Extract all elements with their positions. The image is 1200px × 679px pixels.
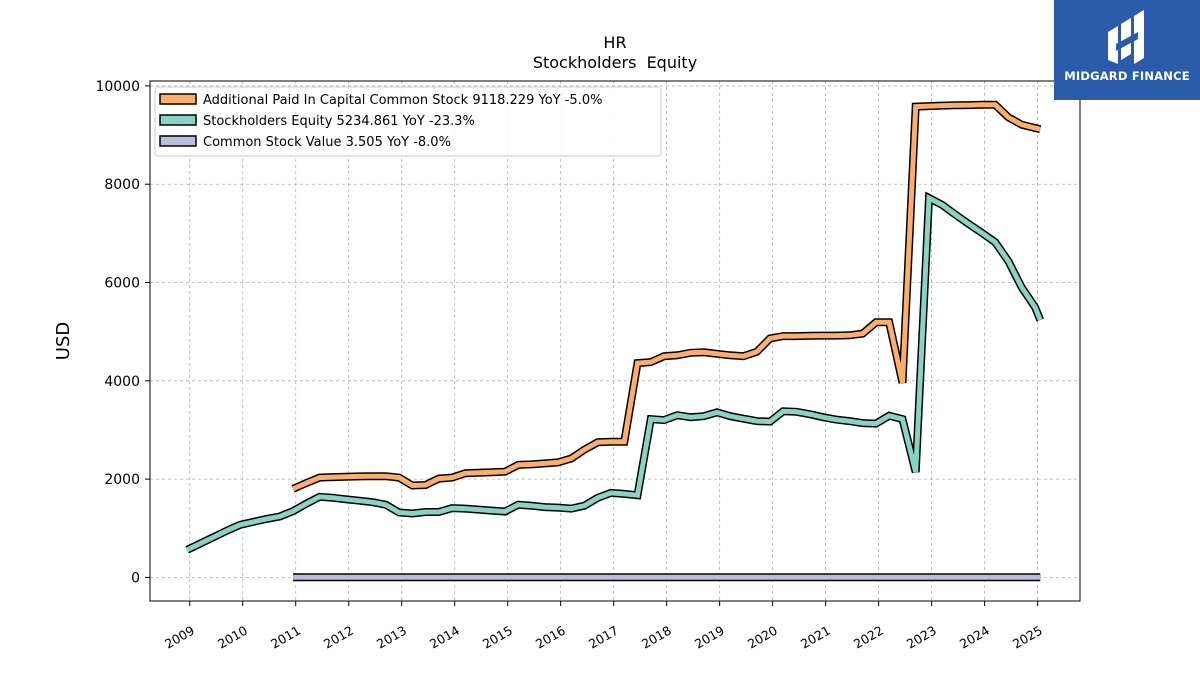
x-tick-label: 2021 — [798, 623, 833, 652]
x-tick-label: 2010 — [215, 623, 250, 652]
y-tick-label: 6000 — [104, 276, 140, 292]
plot-frame — [149, 80, 1081, 602]
series-line-1 — [186, 193, 1043, 553]
chart-title: HR — [603, 33, 626, 52]
y-axis-label: USD — [53, 322, 74, 360]
x-tick-label: 2009 — [162, 623, 197, 652]
y-tick-label: 4000 — [104, 374, 140, 390]
midgard-logo-icon — [1108, 10, 1144, 64]
x-tick-label: 2020 — [745, 623, 780, 652]
legend-frame — [154, 86, 662, 157]
y-tick-label: 0 — [131, 570, 140, 586]
legend-swatch — [159, 114, 197, 126]
x-tick-label: 2024 — [957, 623, 992, 652]
x-tick-label: 2012 — [321, 623, 356, 652]
legend-label: Common Stock Value 3.505 YoY -8.0% — [203, 135, 451, 150]
grid — [150, 81, 1080, 601]
x-tick-label: 2022 — [851, 623, 886, 652]
x-tick-label: 2015 — [480, 623, 515, 652]
x-tick-label: 2025 — [1010, 623, 1045, 652]
brand-name: MIDGARD FINANCE — [1064, 69, 1190, 83]
y-tick-label: 8000 — [104, 177, 140, 193]
y-tick-label: 2000 — [104, 472, 140, 488]
legend-swatch — [159, 135, 197, 147]
legend-label: Stockholders Equity 5234.861 YoY -23.3% — [203, 114, 475, 129]
x-tick-label: 2013 — [374, 623, 409, 652]
chart-subtitle: Stockholders Equity — [533, 53, 697, 72]
x-tick-label: 2017 — [586, 623, 621, 652]
legend-swatch — [159, 93, 197, 105]
legend: Additional Paid In Capital Common Stock … — [154, 86, 662, 157]
x-tick-label: 2018 — [639, 623, 674, 652]
brand-logo: MIDGARD FINANCE — [1054, 0, 1200, 100]
series-line-0 — [292, 102, 1041, 492]
y-tick-label: 10000 — [95, 79, 140, 95]
x-tick-label: 2023 — [904, 623, 939, 652]
x-tick-label: 2011 — [268, 623, 303, 652]
x-tick-label: 2016 — [533, 623, 568, 652]
series-layer — [185, 100, 1045, 582]
x-tick-label: 2019 — [692, 623, 727, 652]
x-tick-label: 2014 — [427, 623, 462, 652]
legend-label: Additional Paid In Capital Common Stock … — [203, 93, 602, 108]
